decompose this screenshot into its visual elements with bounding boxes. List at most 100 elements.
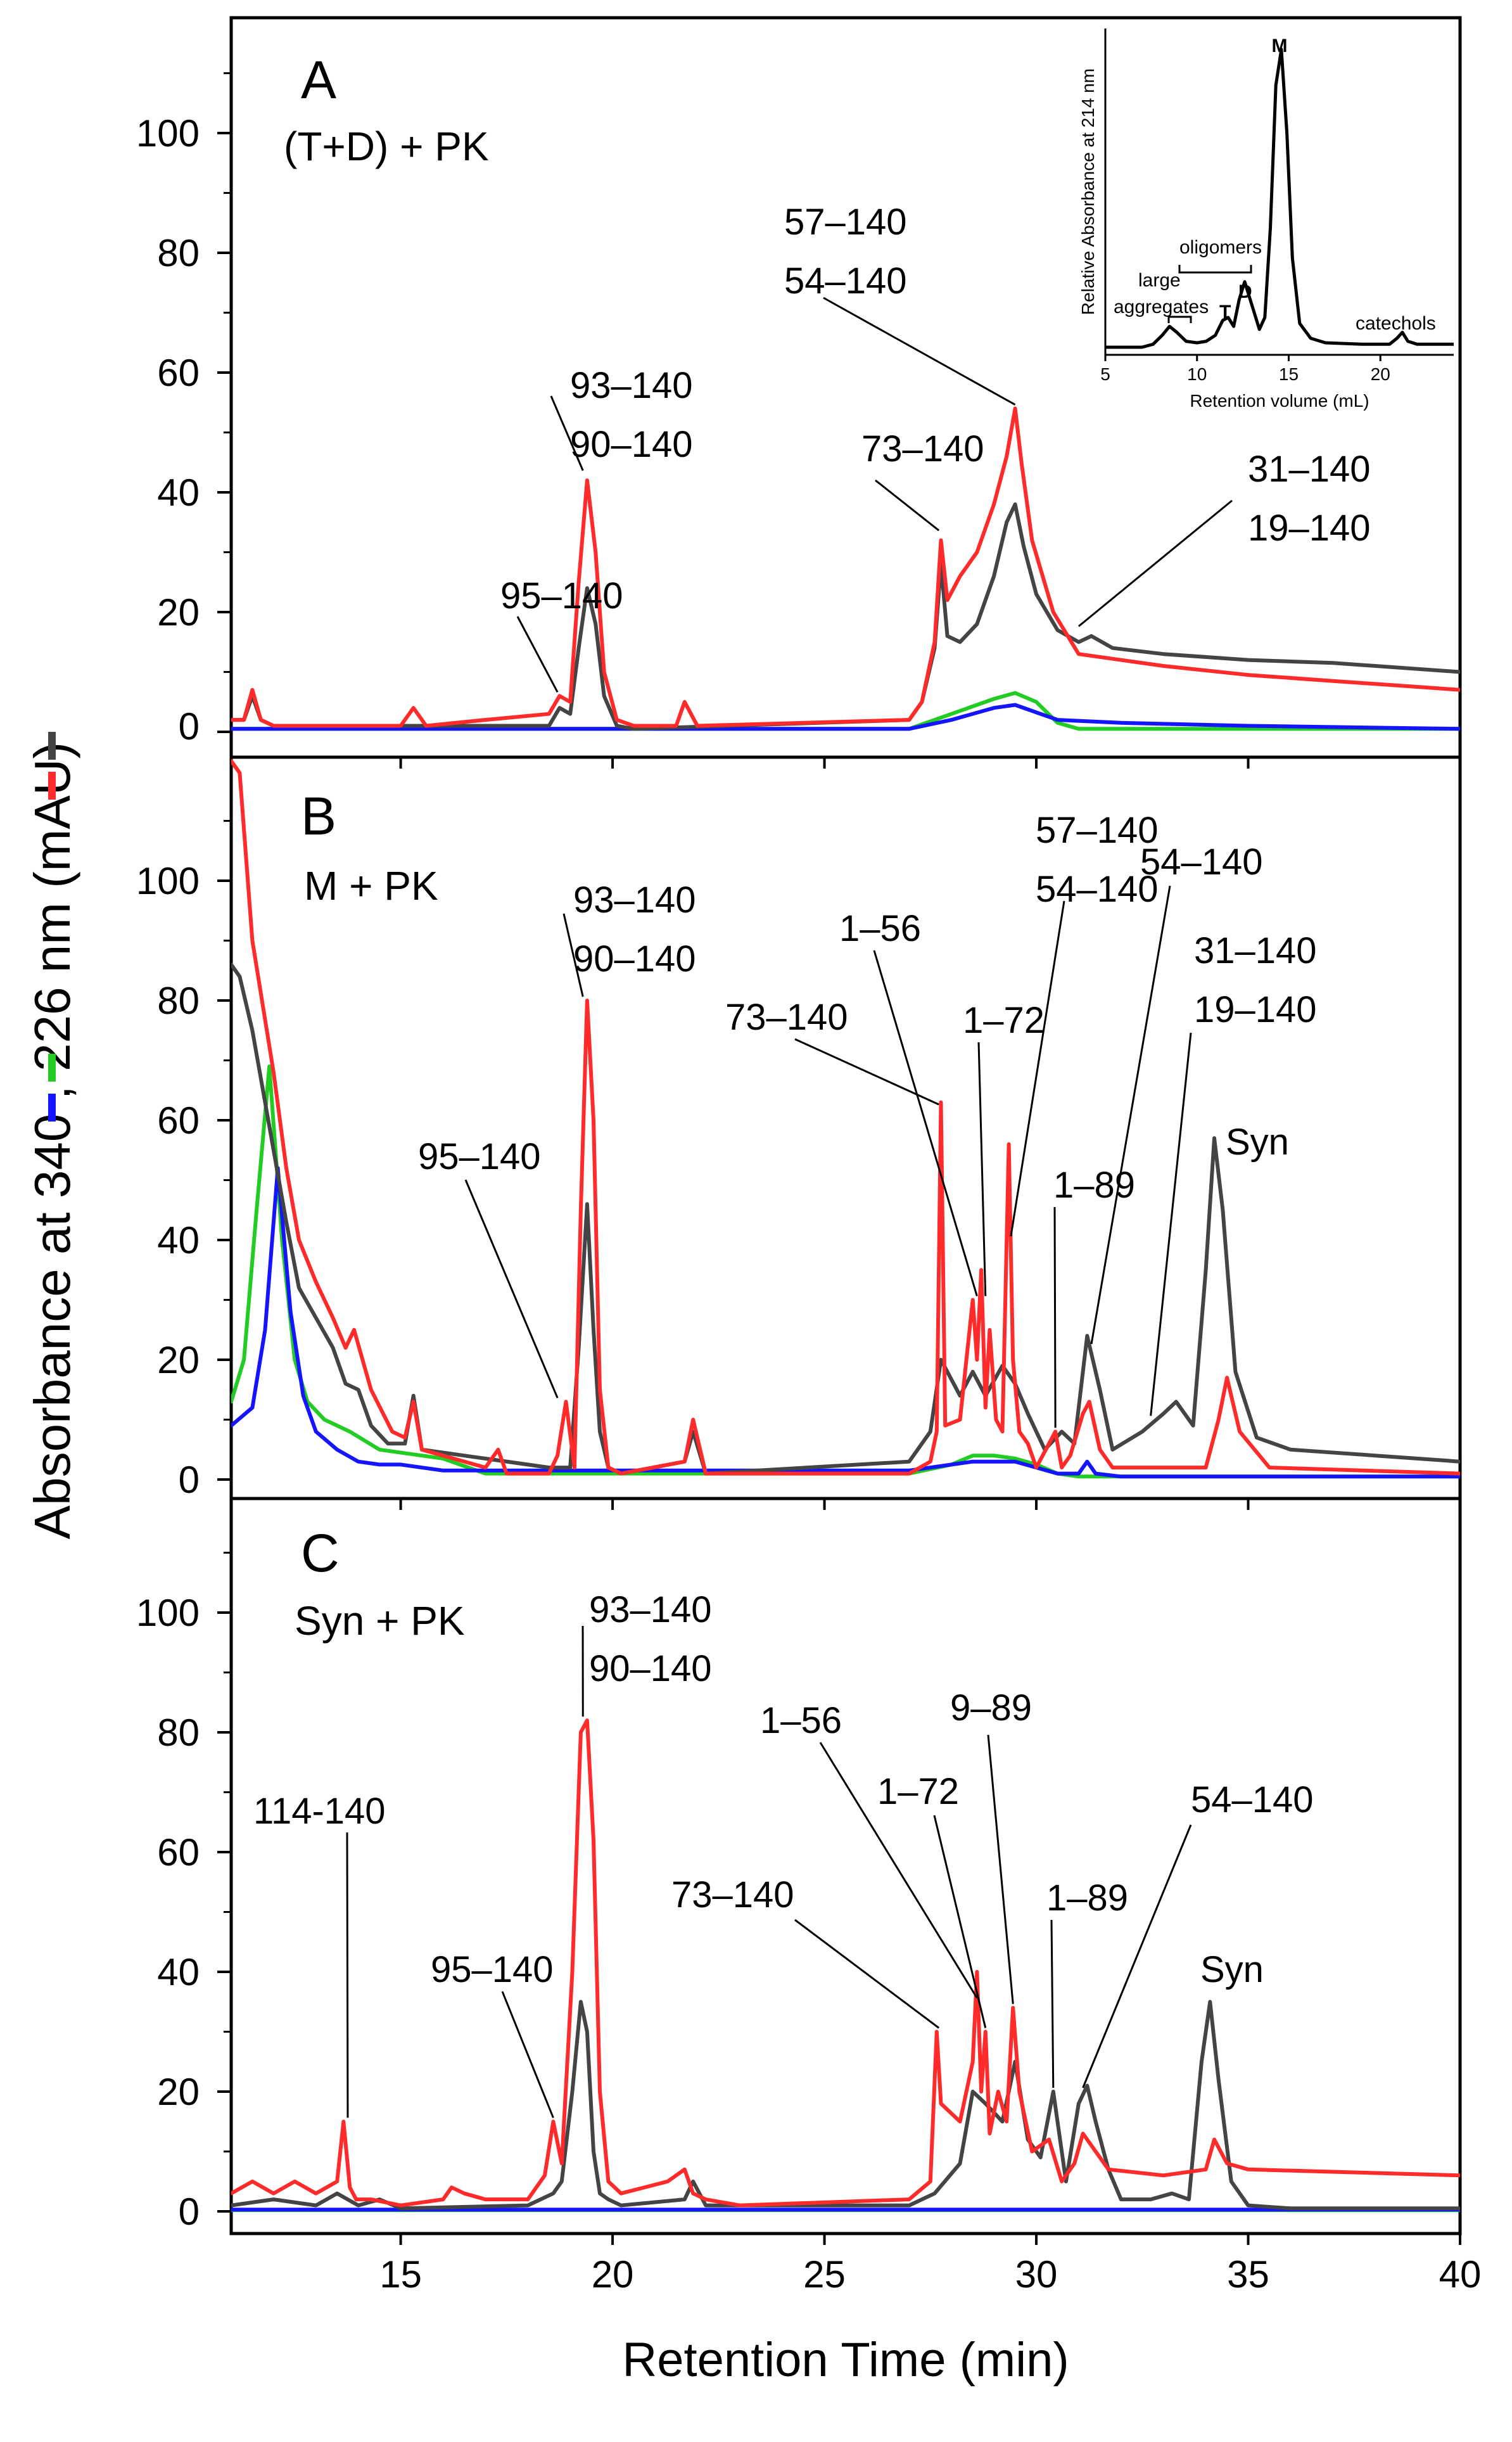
peak-label-2: 54–140 (1036, 869, 1159, 910)
peak-label: Syn (1226, 1122, 1289, 1163)
y-tick-label: 100 (136, 112, 200, 155)
series-line-226-nm-black (231, 2000, 1460, 2211)
y-tick-label: 0 (179, 2190, 200, 2233)
inset-bracket-oligomers (1178, 265, 1252, 274)
peak-annotation: 1–56 (760, 1700, 978, 1999)
y-tick-label: 40 (157, 1951, 200, 1993)
inset-label-large: large (1138, 270, 1181, 291)
y-tick-label: 0 (179, 705, 200, 748)
x-tick-label: 30 (1015, 2253, 1058, 2296)
inset-label-oligomers: oligomers (1179, 237, 1262, 258)
peak-label: 9–89 (950, 1687, 1032, 1729)
y-tick-label: 60 (157, 1831, 200, 1874)
peak-label-2: 90–140 (589, 1648, 712, 1689)
y-tick-label: 80 (157, 1711, 200, 1754)
y-tick-label: 20 (157, 1339, 200, 1381)
peak-annotation: 93–140 90–140 (581, 1589, 712, 1717)
series-group (231, 759, 1460, 1479)
y-tick-label: 80 (157, 232, 200, 274)
series-group (231, 406, 1460, 731)
y-tick-label: 60 (157, 1099, 200, 1142)
y-tick-label: 40 (157, 1219, 200, 1262)
peak-label: 1–72 (877, 1771, 959, 1812)
y-axis-label-span: Absorbance at 340 , 226 nm (mAU) (24, 742, 80, 1539)
panel-condition: Syn + PK (295, 1598, 465, 1644)
peak-label: 1–89 (1053, 1165, 1135, 1206)
peak-annotation: 1–72 (877, 1771, 987, 2028)
peak-annotation: 93–140 90–140 (550, 365, 693, 471)
y-tick-label: 20 (157, 591, 200, 634)
leader-line (823, 297, 1016, 406)
peak-annotation: 1–89 (1046, 1877, 1128, 2088)
inset-x-tick-label: 15 (1279, 364, 1299, 384)
peak-annotation: Syn (1226, 1122, 1289, 1163)
y-tick-label: 60 (157, 352, 200, 394)
leader-line (987, 1734, 1014, 2004)
peak-label: 95–140 (431, 1949, 554, 1990)
peak-annotation: 57–140 54–140 (784, 201, 1016, 406)
leader-line (1077, 499, 1233, 627)
peak-annotation: 95–140 (431, 1949, 554, 2118)
peak-label-2: 19–140 (1194, 989, 1317, 1030)
peak-label: 93–140 (570, 365, 693, 406)
inset-label-aggregates: aggregates (1114, 297, 1209, 317)
peak-annotation: Syn (1200, 1949, 1264, 1990)
y-tick-label: 100 (136, 860, 200, 902)
peak-annotation: 73–140 (725, 997, 939, 1106)
peak-annotation: 54–140 (1082, 1779, 1314, 2088)
leader-line (1082, 1824, 1192, 2088)
peak-label: 114-140 (253, 1791, 386, 1832)
peak-label: 73–140 (861, 428, 984, 470)
x-axis-label: Retention Time (min) (622, 2333, 1069, 2387)
peak-annotation: 95–140 (500, 575, 623, 693)
peak-annotation: 114-140 (253, 1791, 386, 2118)
peak-label: 57–140 (1036, 810, 1159, 851)
panel-condition: M + PK (304, 863, 438, 909)
peak-label: 54–140 (1140, 841, 1263, 883)
panel-frame (229, 1497, 1462, 2235)
series-line-226-nm-red (231, 1718, 1460, 2208)
peak-label-2: 90–140 (570, 424, 693, 465)
x-tick-label: 20 (592, 2253, 634, 2296)
inset-x-tick-label: 20 (1371, 364, 1390, 384)
y-tick-label: 0 (179, 1459, 200, 1501)
peak-label-2: 54–140 (784, 260, 907, 302)
peak-label: 31–140 (1194, 930, 1317, 971)
panel-label: C (301, 1523, 340, 1583)
leader-line (464, 1179, 559, 1398)
peak-annotation: 54–140 (1090, 841, 1263, 1345)
inset-label-monomer: M (1272, 35, 1288, 56)
x-tick-label: 25 (803, 2253, 846, 2296)
inset-label-catechols: catechols (1356, 313, 1436, 334)
peak-annotation: 73–140 (671, 1874, 940, 2029)
peak-annotation: 73–140 (861, 428, 984, 532)
peak-label: 93–140 (589, 1589, 712, 1630)
peak-label: 1–56 (760, 1700, 842, 1741)
peak-label-2: 90–140 (573, 938, 696, 980)
series-line-226-nm-black (231, 962, 1460, 1476)
peak-label: 95–140 (500, 575, 623, 617)
peak-annotation: 31–140 19–140 (1150, 930, 1317, 1416)
series-line-226-nm-red (231, 759, 1460, 1476)
peak-annotation: 1–72 (963, 1000, 1045, 1296)
leader-line (873, 950, 978, 1296)
leader-line (516, 616, 559, 693)
y-tick-label: 80 (157, 980, 200, 1022)
series-line-340-nm-green (231, 691, 1460, 731)
series-line-340-nm-blue (231, 1166, 1460, 1479)
peak-label: 93–140 (573, 879, 696, 921)
leader-line (794, 1038, 939, 1106)
y-tick-label: 20 (157, 2071, 200, 2113)
leader-line (346, 1832, 349, 2118)
panel-condition: (T+D) + PK (284, 124, 489, 169)
inset-label-trimer: T (1219, 302, 1231, 323)
leader-line (875, 479, 940, 532)
peak-label: 95–140 (418, 1136, 541, 1177)
y-axis-label: Absorbance at 340 , 226 nm (mAU) (24, 742, 80, 1539)
peak-annotation: 31–140 19–140 (1077, 449, 1371, 627)
y-tick-label: 100 (136, 1592, 200, 1634)
peak-label: Syn (1200, 1949, 1264, 1990)
peak-annotation: 9–89 (950, 1687, 1032, 2004)
